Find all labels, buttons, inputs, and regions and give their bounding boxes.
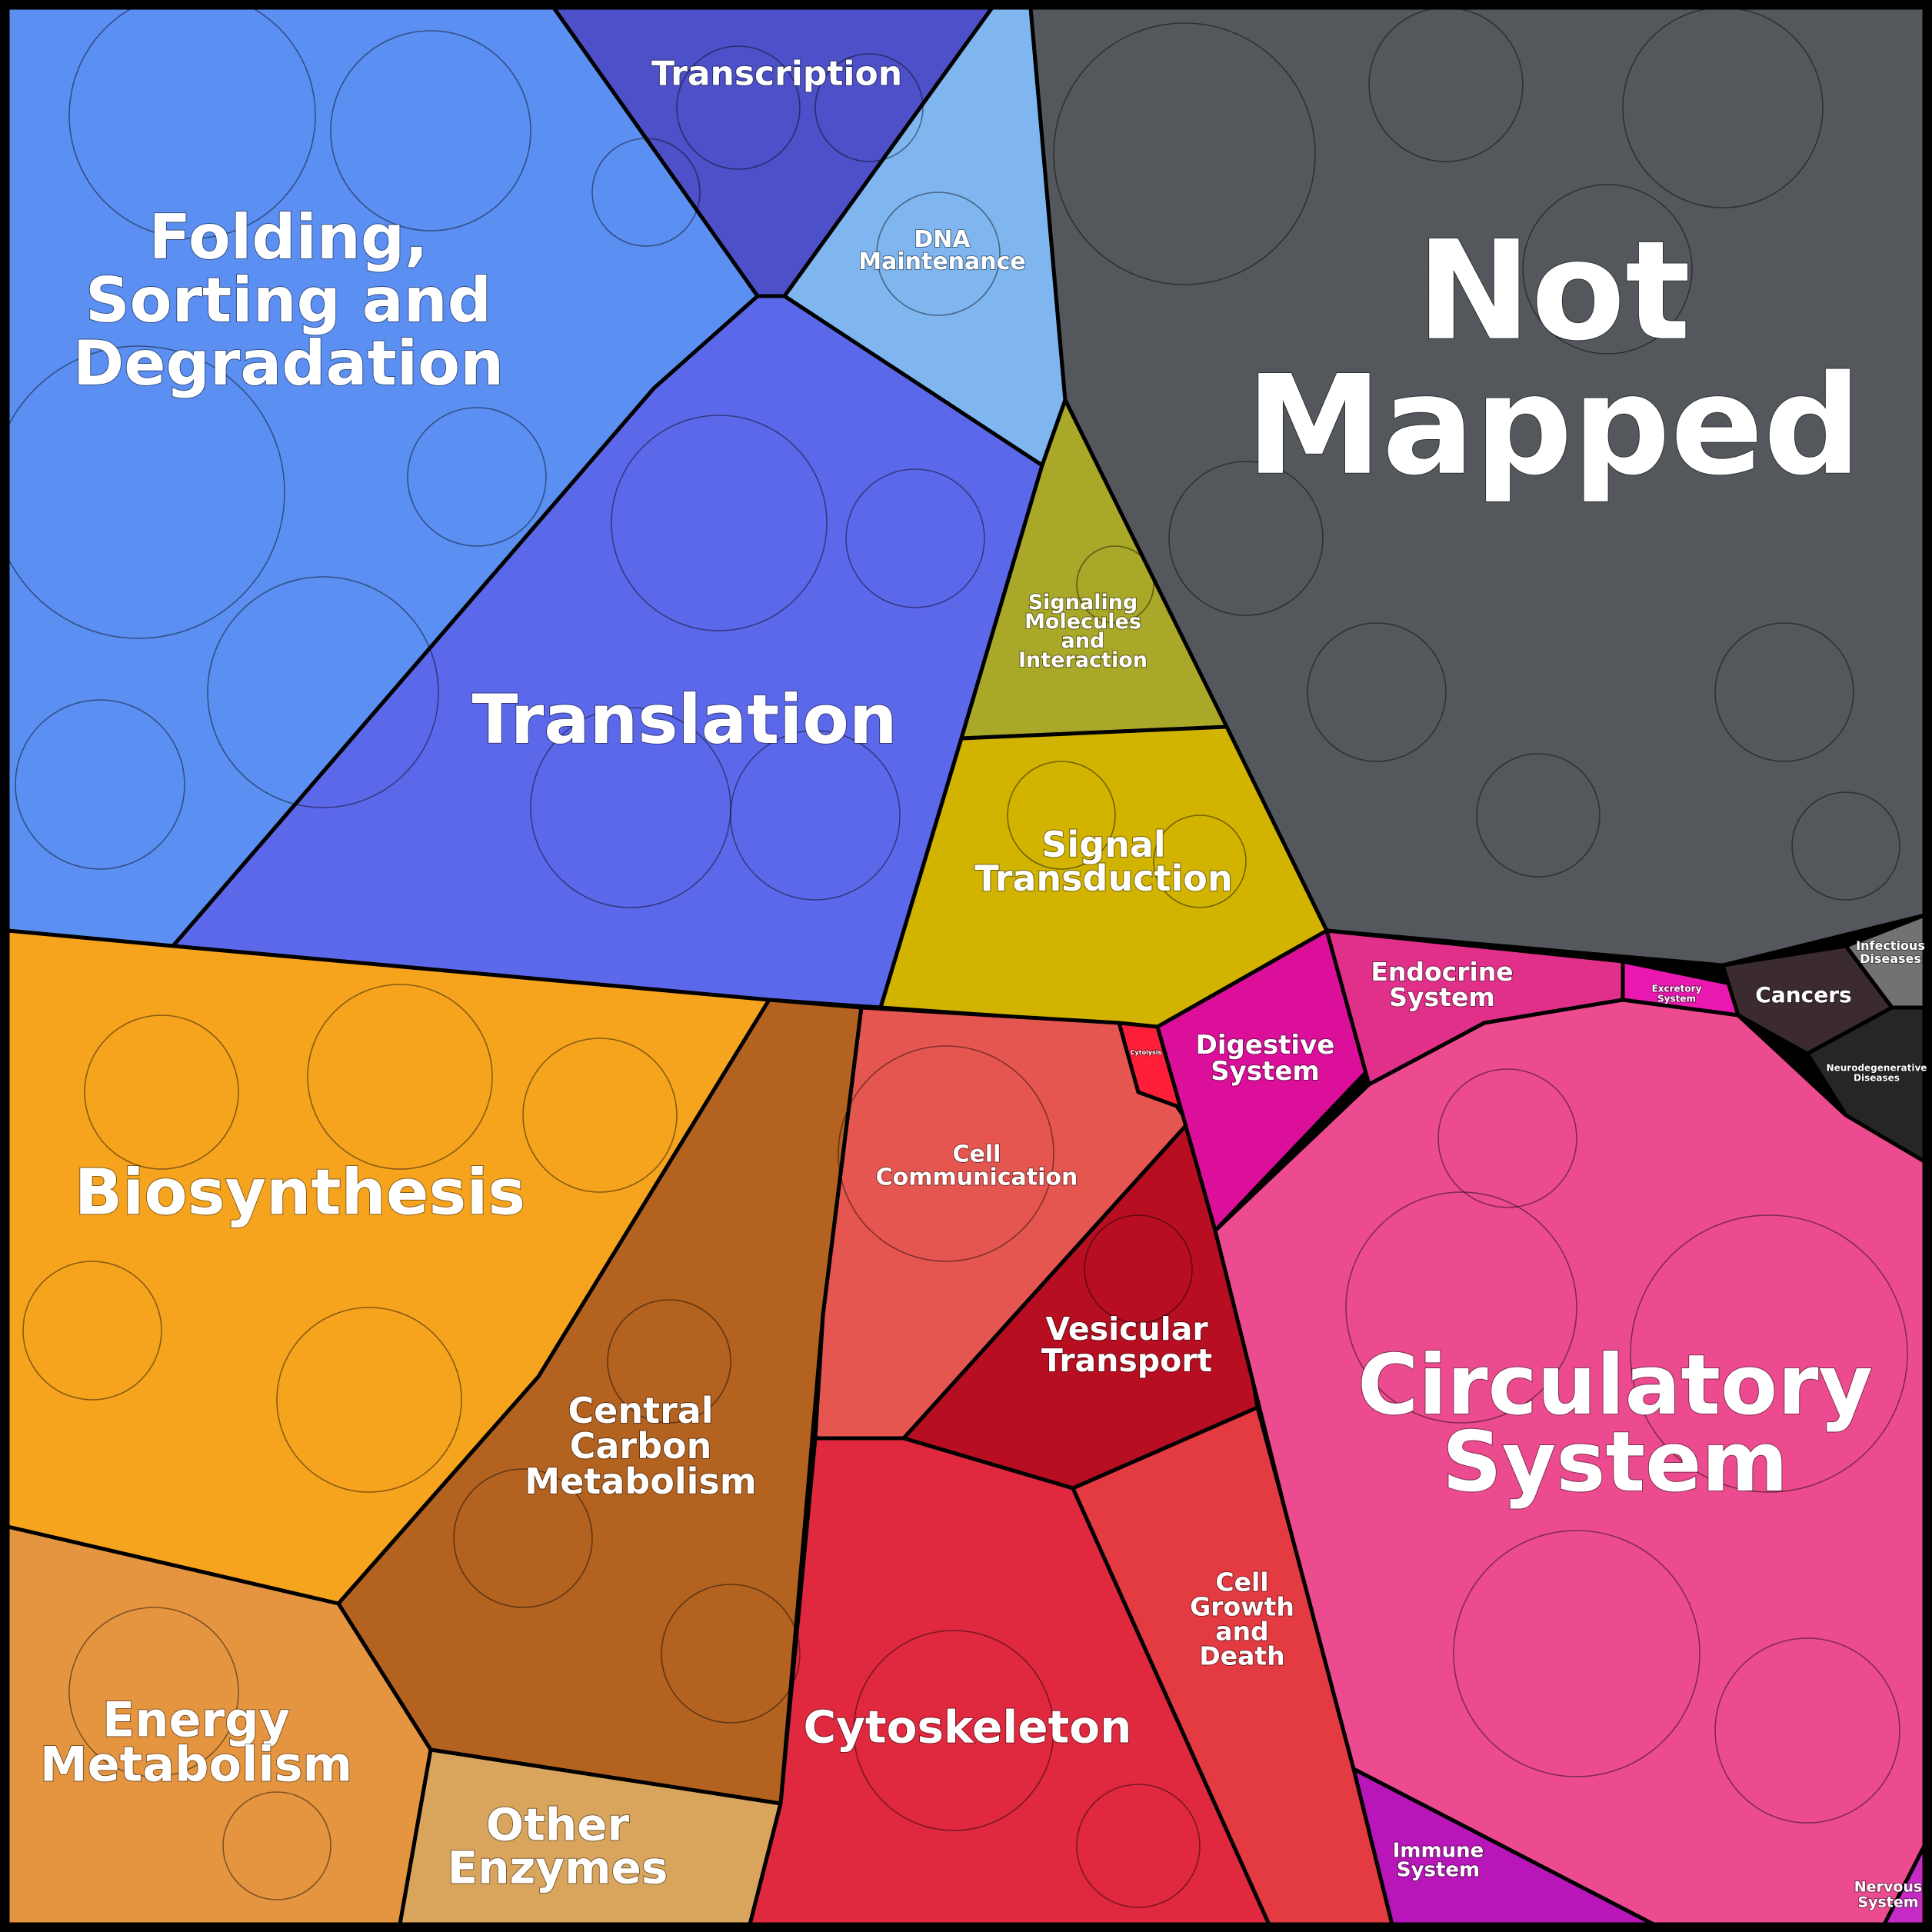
- cell-digestive-system[interactable]: [1155, 928, 1371, 1233]
- cell-nervous-system[interactable]: [1882, 1844, 1927, 1927]
- cell-immune-system[interactable]: [1351, 1767, 1656, 1927]
- cell-neurodegenerative-diseases[interactable]: [1805, 1005, 1927, 1164]
